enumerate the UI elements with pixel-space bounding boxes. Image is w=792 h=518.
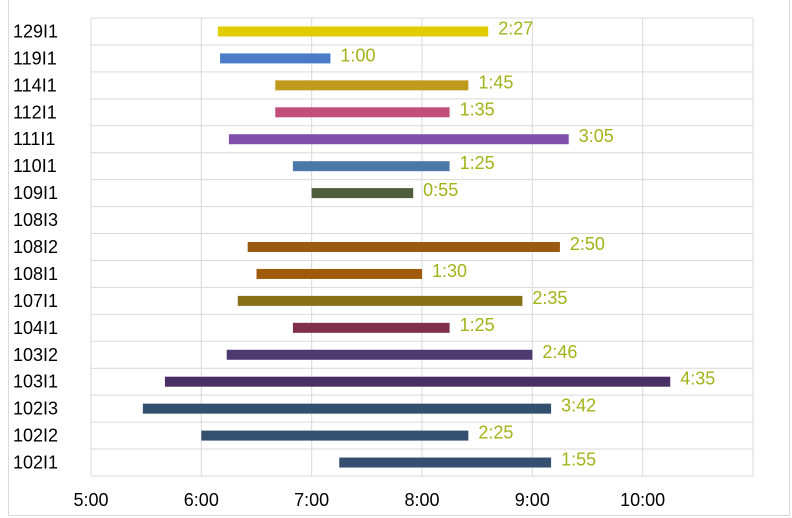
bar	[311, 188, 414, 199]
bar	[237, 295, 523, 306]
bar	[217, 26, 489, 37]
bar-data-label: 1:55	[561, 450, 596, 470]
bar-data-label: 2:27	[498, 18, 533, 38]
bar-data-label: 1:35	[460, 99, 495, 119]
x-tick-label: 6:00	[184, 490, 219, 510]
chart-frame: 129I1 119I1 114I1 112I1 111I1 110I1 109I1 108I3…	[8, 0, 790, 516]
bar-data-label: 1:30	[432, 261, 467, 281]
bar	[228, 134, 569, 145]
bar-data-label: 3:42	[561, 396, 596, 416]
bar-data-label: 2:46	[542, 342, 577, 362]
bar	[226, 349, 533, 360]
x-tick-label: 10:00	[620, 490, 665, 510]
category-label: 108I1	[13, 264, 58, 284]
bar-data-label: 2:50	[570, 234, 605, 254]
category-label: 107I1	[13, 291, 58, 311]
bar	[339, 457, 552, 468]
category-label: 119I1	[13, 48, 57, 68]
x-tick-label: 8:00	[404, 490, 439, 510]
bar-data-label: 2:35	[532, 288, 567, 308]
category-label: 102I2	[13, 426, 58, 446]
bar-data-label: 1:00	[340, 45, 375, 65]
bar-data-label: 1:25	[460, 153, 495, 173]
bar-data-label: 2:25	[478, 423, 513, 443]
gantt-chart: 129I1 119I1 114I1 112I1 111I1 110I1 109I1 108I3…	[13, 17, 754, 510]
bar	[201, 430, 469, 441]
bar	[292, 161, 450, 172]
category-label: 114I1	[13, 75, 57, 95]
category-label: 103I2	[13, 345, 58, 365]
bar	[247, 242, 560, 252]
x-tick-label: 7:00	[294, 490, 329, 510]
category-label: 129I1	[13, 21, 58, 41]
bar-data-label: 0:55	[423, 180, 458, 200]
category-label: 102I1	[13, 453, 58, 473]
category-label: 108I2	[13, 237, 58, 257]
category-label: 102I3	[13, 399, 58, 419]
bar	[220, 53, 331, 64]
bar-data-label: 1:25	[460, 315, 495, 335]
bar	[292, 322, 450, 333]
bar	[256, 268, 422, 279]
category-label: 111I1	[13, 129, 55, 149]
category-label: 110I1	[13, 156, 57, 176]
bar-data-label: 4:35	[680, 369, 715, 389]
bar	[275, 80, 469, 91]
category-label: 103I1	[13, 372, 58, 392]
category-label: 109I1	[13, 183, 58, 203]
bar-data-label: 3:05	[579, 126, 614, 146]
x-tick-label: 5:00	[73, 490, 108, 510]
bar	[164, 376, 671, 387]
category-label: 108I3	[13, 210, 58, 230]
x-tick-label: 9:00	[515, 490, 550, 510]
bar	[142, 403, 552, 414]
bar	[275, 107, 450, 118]
category-label: 112I1	[13, 102, 57, 122]
bar-data-label: 1:45	[478, 72, 513, 92]
category-label: 104I1	[13, 318, 58, 338]
